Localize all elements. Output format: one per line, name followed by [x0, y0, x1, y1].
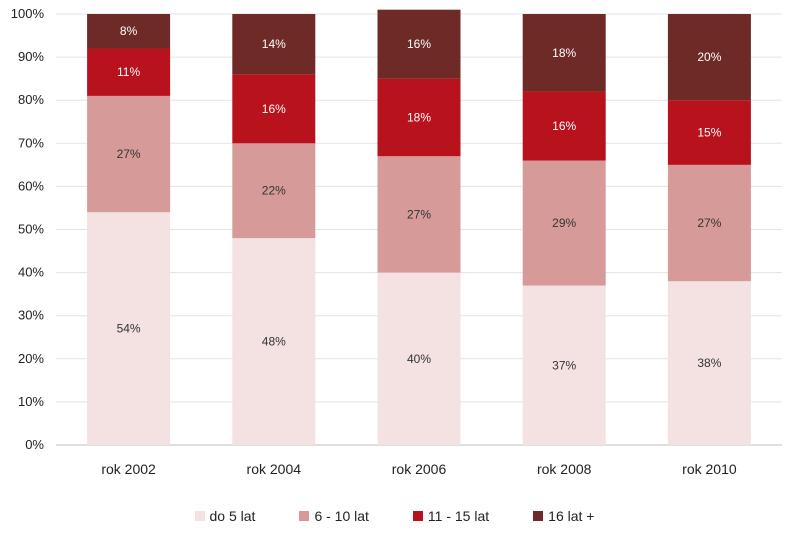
- bar-segment: [232, 14, 316, 75]
- y-tick-label: 20%: [18, 351, 44, 366]
- x-category-label: rok 2004: [247, 461, 302, 477]
- data-label: 18%: [552, 46, 576, 60]
- y-tick-label: 10%: [18, 394, 44, 409]
- data-label: 54%: [117, 322, 141, 336]
- y-tick-label: 30%: [18, 308, 44, 323]
- y-tick-label: 0%: [25, 437, 44, 452]
- data-label: 18%: [407, 110, 431, 124]
- y-tick-label: 100%: [11, 6, 45, 21]
- bar-segment: [87, 212, 171, 445]
- legend-item: 11 - 15 lat: [412, 508, 490, 524]
- data-label: 16%: [262, 102, 286, 116]
- y-tick-label: 90%: [18, 49, 44, 64]
- bar-segment: [232, 74, 316, 144]
- x-category-label: rok 2006: [392, 461, 447, 477]
- y-tick-label: 60%: [18, 178, 44, 193]
- legend-label: do 5 lat: [209, 508, 256, 524]
- data-label: 40%: [407, 352, 431, 366]
- y-tick-label: 80%: [18, 92, 44, 107]
- y-tick-label: 50%: [18, 222, 44, 237]
- bar-segment: [87, 14, 171, 49]
- bar-segment: [667, 14, 751, 101]
- bar-segment: [667, 100, 751, 165]
- data-label: 48%: [262, 335, 286, 349]
- data-label: 20%: [697, 50, 721, 64]
- bars: 54% 27% 11% 8% 48% 22% 16% 14% 40% 27% 18% 16% 37% 29…: [87, 9, 751, 445]
- data-label: 8%: [120, 24, 138, 38]
- data-label: 27%: [697, 216, 721, 230]
- y-axis: 0% 10% 20% 30% 40% 50% 60% 70% 80% 90% 100%: [11, 6, 45, 452]
- bar-segment: [232, 238, 316, 445]
- y-tick-label: 70%: [18, 135, 44, 150]
- legend-item: 16 lat +: [533, 508, 594, 524]
- legend-item: 6 - 10 lat: [299, 508, 369, 524]
- legend-swatch: [194, 511, 205, 521]
- bar-segment: [377, 9, 461, 79]
- legend-label: 6 - 10 lat: [314, 508, 369, 524]
- legend-label: 11 - 15 lat: [427, 508, 490, 524]
- bar-segment: [522, 14, 606, 92]
- data-label: 27%: [407, 207, 431, 221]
- bar-segment: [522, 285, 606, 445]
- bar-segment: [87, 95, 171, 213]
- data-label: 16%: [552, 119, 576, 133]
- legend-label: 16 lat +: [548, 508, 595, 524]
- data-label: 16%: [407, 37, 431, 51]
- legend-swatch: [412, 511, 423, 521]
- bar-segment: [667, 164, 751, 282]
- data-label: 11%: [117, 65, 140, 79]
- y-tick-label: 40%: [18, 265, 44, 280]
- data-label: 38%: [697, 356, 721, 370]
- data-label: 27%: [117, 147, 141, 161]
- legend: do 5 lat 6 - 10 lat 11 - 15 lat 16 lat +: [0, 506, 789, 526]
- x-axis: rok 2002 rok 2004 rok 2006 rok 2008 rok 2010: [101, 461, 736, 477]
- x-category-label: rok 2010: [682, 461, 737, 477]
- data-label: 15%: [697, 126, 721, 140]
- data-label: 14%: [262, 37, 286, 51]
- data-label: 29%: [552, 216, 576, 230]
- x-category-label: rok 2008: [537, 461, 592, 477]
- legend-swatch: [299, 511, 310, 521]
- bar-segment: [232, 143, 316, 239]
- bar-segment: [522, 91, 606, 161]
- x-category-label: rok 2002: [101, 461, 156, 477]
- bar-segment: [667, 281, 751, 445]
- legend-swatch: [533, 511, 544, 521]
- legend-item: do 5 lat: [194, 508, 256, 524]
- data-label: 22%: [262, 184, 286, 198]
- bar-segment: [522, 160, 606, 286]
- bar-segment: [377, 272, 461, 445]
- data-label: 37%: [552, 358, 576, 372]
- bar-segment: [87, 48, 171, 96]
- bar-segment: [377, 78, 461, 157]
- bar-segment: [377, 156, 461, 273]
